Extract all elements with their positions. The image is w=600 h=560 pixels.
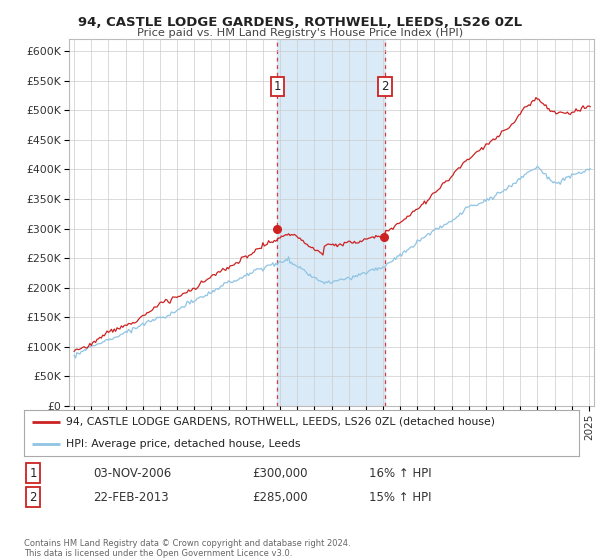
Text: HPI: Average price, detached house, Leeds: HPI: Average price, detached house, Leed… — [65, 438, 300, 449]
Text: 03-NOV-2006: 03-NOV-2006 — [93, 466, 171, 480]
Text: 15% ↑ HPI: 15% ↑ HPI — [369, 491, 431, 504]
Text: 22-FEB-2013: 22-FEB-2013 — [93, 491, 169, 504]
Text: 16% ↑ HPI: 16% ↑ HPI — [369, 466, 431, 480]
Text: Contains HM Land Registry data © Crown copyright and database right 2024.
This d: Contains HM Land Registry data © Crown c… — [24, 539, 350, 558]
Text: 2: 2 — [381, 80, 389, 93]
Text: 1: 1 — [29, 466, 37, 480]
Text: 94, CASTLE LODGE GARDENS, ROTHWELL, LEEDS, LS26 0ZL: 94, CASTLE LODGE GARDENS, ROTHWELL, LEED… — [78, 16, 522, 29]
Text: £285,000: £285,000 — [252, 491, 308, 504]
Bar — [277, 39, 385, 406]
Text: 2: 2 — [29, 491, 37, 504]
Text: 1: 1 — [274, 80, 281, 93]
Text: £300,000: £300,000 — [252, 466, 308, 480]
Text: 94, CASTLE LODGE GARDENS, ROTHWELL, LEEDS, LS26 0ZL (detached house): 94, CASTLE LODGE GARDENS, ROTHWELL, LEED… — [65, 417, 494, 427]
Text: Price paid vs. HM Land Registry's House Price Index (HPI): Price paid vs. HM Land Registry's House … — [137, 28, 463, 38]
